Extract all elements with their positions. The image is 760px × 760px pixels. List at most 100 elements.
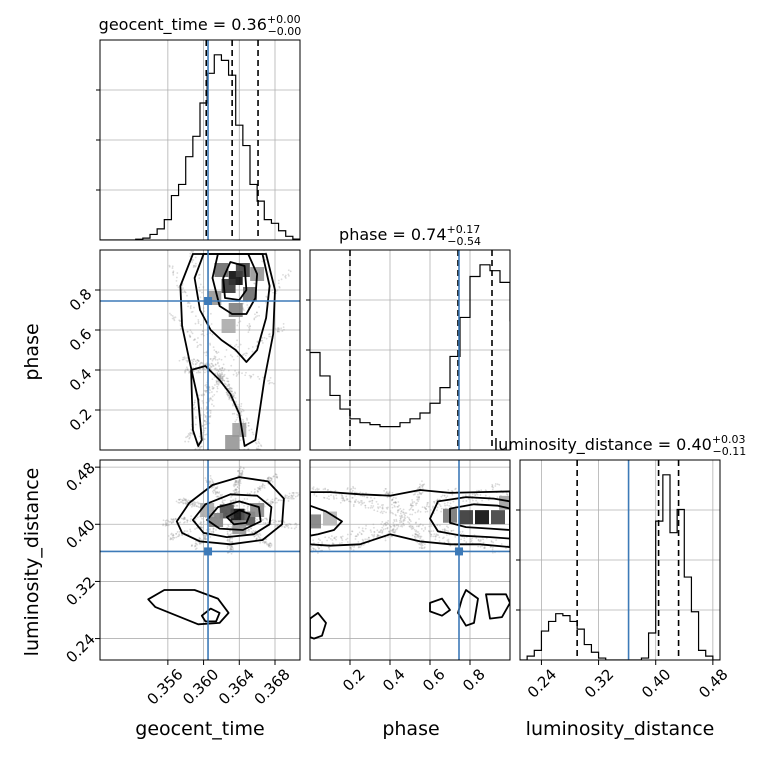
sample-point (479, 494, 482, 496)
sample-point (403, 524, 405, 527)
sample-point (204, 427, 207, 430)
sample-point (234, 484, 237, 487)
sample-point (188, 371, 191, 373)
sample-point (421, 483, 424, 486)
sample-point (170, 518, 173, 520)
sample-point (443, 530, 446, 533)
sample-point (279, 499, 282, 502)
sample-point (359, 546, 362, 548)
sample-point (212, 365, 215, 367)
sample-point (208, 364, 211, 367)
sample-point (409, 504, 412, 507)
sample-point (394, 505, 396, 508)
sample-point (268, 333, 270, 336)
sample-point (417, 487, 419, 490)
sample-point (460, 533, 463, 536)
sample-point (212, 365, 214, 367)
sample-point (403, 519, 406, 522)
sample-point (366, 538, 368, 541)
sample-point (243, 352, 246, 355)
sample-point (191, 544, 193, 547)
sample-point (307, 490, 309, 492)
sample-point (363, 495, 366, 498)
sample-point (401, 516, 404, 519)
sample-point (192, 339, 195, 342)
sample-point (391, 498, 394, 501)
y-tick-label-phase: 0.8 (66, 285, 96, 315)
sample-point (172, 533, 174, 536)
sample-point (216, 390, 218, 393)
sample-point (233, 396, 235, 399)
sample-point (200, 344, 203, 346)
sample-point (189, 530, 192, 533)
sample-point (239, 479, 242, 482)
sample-point (238, 472, 241, 475)
sample-point (385, 506, 388, 509)
sample-point (230, 387, 233, 390)
sample-point (216, 362, 219, 365)
sample-point (205, 433, 208, 436)
sample-point (187, 369, 189, 372)
sample-point (203, 420, 206, 423)
sample-point (290, 527, 293, 530)
sample-point (190, 515, 193, 518)
sample-point (396, 523, 399, 526)
sample-point (535, 483, 537, 485)
sample-point (178, 498, 180, 501)
sample-point (197, 452, 199, 454)
sample-point (237, 487, 240, 490)
sample-point (192, 259, 195, 261)
sample-point (342, 496, 344, 499)
sample-point (393, 531, 396, 533)
sample-point (408, 525, 411, 528)
sample-point (239, 466, 242, 469)
sample-point (218, 376, 220, 378)
sample-point (418, 490, 421, 493)
sample-point (452, 500, 455, 503)
sample-point (247, 505, 249, 508)
sample-point (211, 481, 214, 484)
sample-point (201, 517, 203, 520)
title-upper-error: +0.17 (447, 223, 481, 236)
sample-point (263, 542, 266, 545)
sample-point (322, 496, 325, 499)
sample-point (229, 388, 231, 391)
sample-point (391, 498, 394, 501)
sample-point (212, 387, 215, 390)
sample-point (208, 363, 211, 366)
sample-point (416, 493, 419, 496)
sample-point (232, 395, 235, 398)
sample-point (215, 495, 218, 498)
sample-point (386, 527, 389, 530)
sample-point (240, 474, 242, 476)
sample-point (437, 534, 440, 536)
sample-point (238, 479, 241, 481)
sample-point (228, 396, 230, 399)
sample-point (276, 327, 279, 330)
sample-point (294, 522, 297, 525)
sample-point (242, 409, 245, 412)
sample-point (226, 532, 229, 535)
sample-point (256, 533, 258, 535)
sample-point (417, 535, 420, 537)
sample-point (243, 467, 245, 470)
sample-point (367, 536, 370, 539)
sample-point (212, 482, 215, 485)
sample-point (209, 343, 212, 346)
sample-point (218, 374, 220, 376)
sample-point (185, 500, 188, 503)
sample-point (263, 454, 265, 456)
panel-frame (99, 39, 301, 241)
sample-point (294, 546, 296, 548)
sample-point (258, 487, 261, 490)
sample-point (399, 507, 402, 510)
sample-point (217, 370, 220, 373)
sample-point (257, 438, 260, 441)
sample-point (238, 502, 241, 504)
sample-point (238, 403, 241, 406)
sample-point (408, 518, 411, 521)
sample-point (357, 534, 359, 536)
sample-point (215, 487, 218, 489)
sample-point (183, 530, 186, 532)
sample-point (417, 531, 420, 533)
